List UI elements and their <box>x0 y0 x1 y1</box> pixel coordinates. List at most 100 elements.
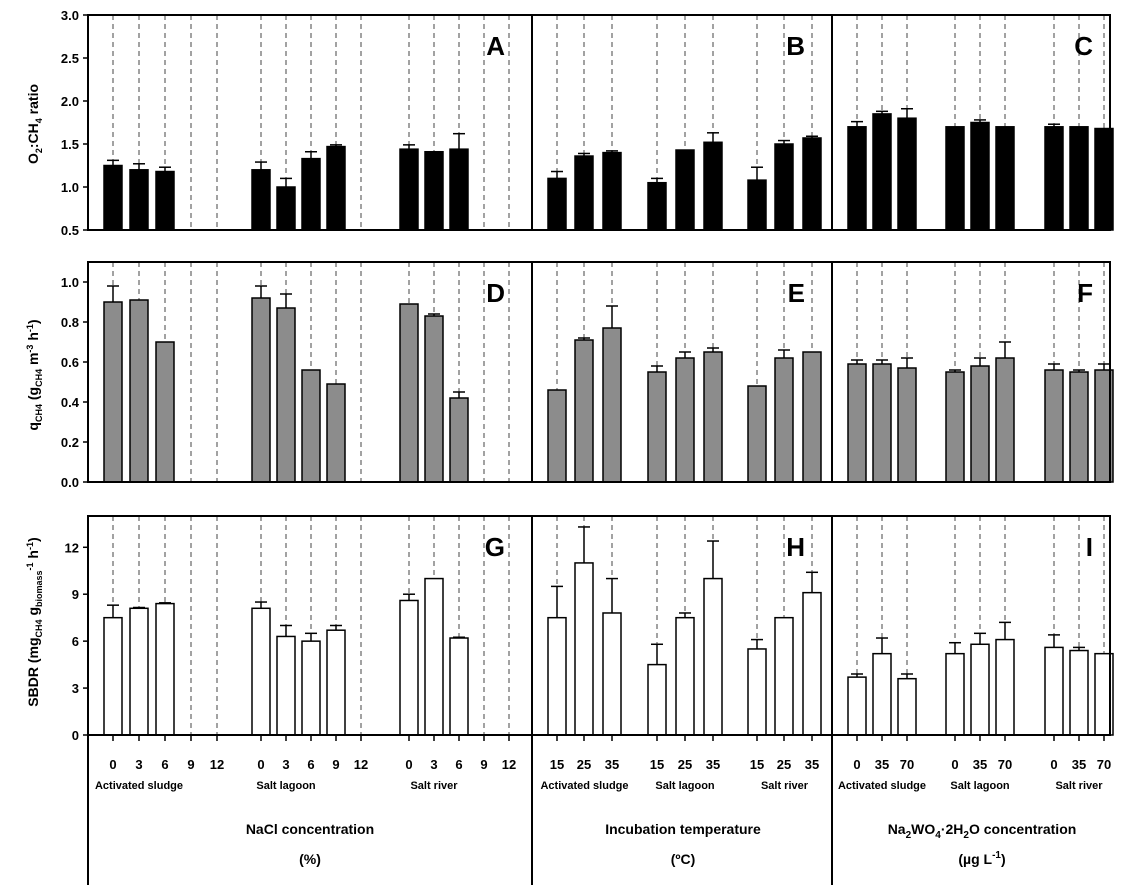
bar-d-2-2 <box>449 397 469 483</box>
bar-c-0-0 <box>847 126 867 231</box>
x-tick-label-i: 70 <box>1097 757 1111 772</box>
x-tick-label-h: 15 <box>750 757 764 772</box>
y-axis-label-row2: qCH4 (gCH4 m-3 h-1) <box>25 319 44 430</box>
bar-f-1-0 <box>945 371 965 483</box>
x-tick-label-g: 0 <box>109 757 116 772</box>
group-label: Activated sludge <box>838 780 926 792</box>
x-tick-label-g: 3 <box>430 757 437 772</box>
section-title-tungstate: Na2WO4·2H2O concentration <box>888 821 1077 841</box>
bar-e-0-2 <box>602 327 622 483</box>
y-tick-label-a: 1.5 <box>61 137 79 152</box>
x-tick-label-h: 35 <box>706 757 720 772</box>
bar-g-0-2 <box>155 602 175 736</box>
bar-b-2-2 <box>802 137 822 231</box>
bar-a-1-0 <box>251 169 271 231</box>
bar-b-2-1 <box>774 143 794 231</box>
bar-e-2-0 <box>747 385 767 483</box>
x-tick-label-g: 9 <box>332 757 339 772</box>
group-label: Salt lagoon <box>655 780 715 792</box>
bar-b-1-1 <box>675 149 695 231</box>
bar-i-0-1 <box>872 652 892 736</box>
bar-b-0-1 <box>574 155 594 231</box>
x-tick-label-h: 35 <box>605 757 619 772</box>
section-title-temperature: Incubation temperature <box>605 821 761 837</box>
bar-i-0-0 <box>847 676 867 736</box>
bar-g-2-0 <box>399 599 419 736</box>
bar-d-2-1 <box>424 315 444 483</box>
x-tick-label-i: 0 <box>1050 757 1057 772</box>
panels-layer: A 0.5 1.0 1.5 2.0 2.5 3.0 B C D 0.0 0.2 0.4 0.6 0.8 1.0… <box>61 8 1114 885</box>
bar-i-2-1 <box>1069 649 1089 736</box>
bar-e-1-1 <box>675 357 695 483</box>
bar-g-0-1 <box>129 607 149 736</box>
bar-c-1-1 <box>970 121 990 231</box>
bar-d-1-3 <box>326 383 346 483</box>
bar-h-1-1 <box>675 616 695 736</box>
x-tick-label-g: 9 <box>187 757 194 772</box>
bar-d-1-2 <box>301 369 321 483</box>
x-tick-label-h: 15 <box>650 757 664 772</box>
bar-a-0-0 <box>103 164 123 231</box>
bar-e-1-2 <box>703 351 723 483</box>
y-tick-label-a: 3.0 <box>61 8 79 23</box>
bar-g-2-1 <box>424 577 444 736</box>
bar-a-1-2 <box>301 157 321 231</box>
x-tick-label-g: 0 <box>405 757 412 772</box>
panel-letter-a: A <box>486 31 505 61</box>
x-tick-label-g: 9 <box>480 757 487 772</box>
bar-h-2-2 <box>802 591 822 736</box>
bar-b-0-2 <box>602 151 622 231</box>
y-tick-label-g: 9 <box>72 587 79 602</box>
x-tick-label-i: 0 <box>853 757 860 772</box>
x-tick-label-h: 15 <box>550 757 564 772</box>
panel-letter-b: B <box>786 31 805 61</box>
bar-b-1-2 <box>703 141 723 231</box>
bar-b-1-0 <box>647 181 667 231</box>
x-tick-label-g: 12 <box>210 757 224 772</box>
y-tick-label-a: 2.5 <box>61 51 79 66</box>
bar-e-2-2 <box>802 351 822 483</box>
bar-h-1-0 <box>647 663 667 736</box>
bar-f-0-0 <box>847 363 867 483</box>
bar-d-1-0 <box>251 297 271 483</box>
section-unit-tungstate: (µg L-1) <box>958 850 1005 867</box>
bar-c-1-0 <box>945 126 965 231</box>
x-tick-label-i: 35 <box>973 757 987 772</box>
y-tick-label-g: 12 <box>65 540 79 555</box>
bar-a-1-3 <box>326 145 346 231</box>
x-tick-label-h: 35 <box>805 757 819 772</box>
bar-f-1-2 <box>995 357 1015 483</box>
bar-h-0-1 <box>574 562 594 736</box>
panel-letter-i: I <box>1086 532 1093 562</box>
section-unit-nacl: (%) <box>299 851 321 867</box>
bar-e-1-0 <box>647 371 667 483</box>
y-tick-label-a: 0.5 <box>61 223 79 238</box>
bar-c-2-1 <box>1069 126 1089 231</box>
y-tick-label-d: 0.0 <box>61 475 79 490</box>
bar-a-2-0 <box>399 148 419 231</box>
x-tick-label-h: 25 <box>577 757 591 772</box>
section-unit-temperature: (ºC) <box>671 851 696 867</box>
bar-c-0-1 <box>872 113 892 231</box>
bar-a-2-1 <box>424 150 444 231</box>
bar-b-0-0 <box>547 177 567 231</box>
bar-i-1-0 <box>945 652 965 736</box>
bar-e-0-1 <box>574 339 594 483</box>
x-tick-label-i: 35 <box>875 757 889 772</box>
bar-b-2-0 <box>747 179 767 231</box>
bar-g-0-0 <box>103 616 123 736</box>
bar-g-1-3 <box>326 629 346 736</box>
x-tick-label-g: 6 <box>455 757 462 772</box>
y-tick-label-d: 1.0 <box>61 275 79 290</box>
bar-a-0-2 <box>155 170 175 231</box>
y-tick-label-d: 0.4 <box>61 395 80 410</box>
bar-i-2-0 <box>1044 646 1064 736</box>
section-title-nacl: NaCl concentration <box>246 821 374 837</box>
y-tick-label-g: 0 <box>72 728 79 743</box>
y-tick-label-d: 0.6 <box>61 355 79 370</box>
bar-d-0-2 <box>155 341 175 483</box>
x-tick-label-g: 12 <box>354 757 368 772</box>
y-tick-label-d: 0.2 <box>61 435 79 450</box>
y-axis-label-row3: SBDR (mgCH4 gbiomass-1 h-1) <box>25 537 44 706</box>
x-tick-label-h: 25 <box>777 757 791 772</box>
